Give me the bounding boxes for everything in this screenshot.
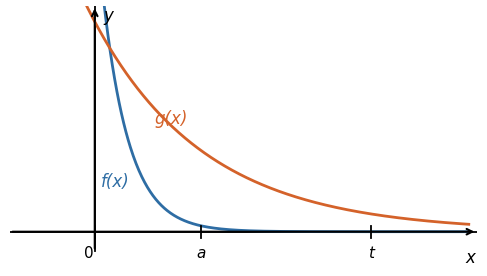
Text: y: y	[103, 7, 113, 25]
Text: g(x): g(x)	[154, 110, 187, 128]
Text: f(x): f(x)	[101, 172, 130, 191]
Text: t: t	[368, 246, 374, 261]
Text: 0: 0	[84, 246, 93, 261]
Text: x: x	[465, 250, 475, 267]
Text: a: a	[196, 246, 206, 261]
